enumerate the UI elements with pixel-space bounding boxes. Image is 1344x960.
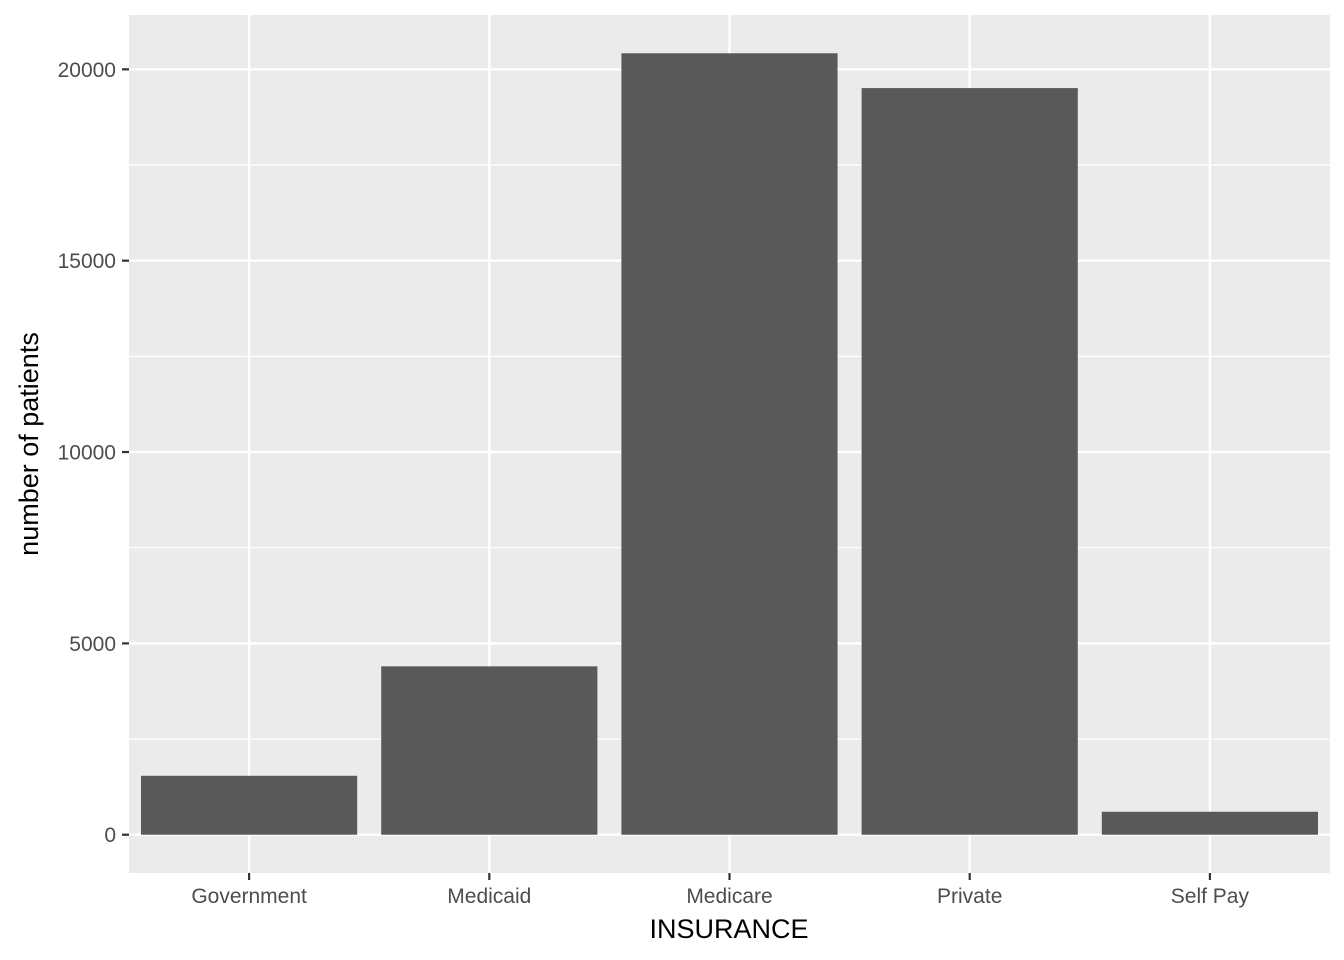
x-tick-label: Medicare: [686, 885, 772, 908]
bar-government: [141, 775, 358, 835]
axis-ticks: [122, 68, 1212, 880]
x-axis-title: INSURANCE: [649, 914, 808, 944]
y-tick-label: 10000: [58, 442, 116, 465]
x-tick-label: Medicaid: [447, 885, 531, 908]
x-tick-label: Private: [937, 885, 1002, 908]
bars: [141, 53, 1318, 835]
x-tick-label: Government: [191, 885, 307, 908]
bar-medicare: [621, 53, 838, 835]
y-tick-label: 0: [104, 824, 116, 847]
y-tick-label: 15000: [58, 250, 116, 273]
y-tick-label: 20000: [58, 59, 116, 82]
y-tick-label: 5000: [69, 633, 116, 656]
bar-self-pay: [1101, 811, 1318, 835]
x-tick-labels: Government Medicaid Medicare Private Self Pa…: [191, 885, 1249, 908]
x-tick-label: Self Pay: [1171, 885, 1250, 908]
bar-medicaid: [381, 666, 598, 835]
y-axis-title: number of patients: [14, 332, 44, 556]
y-tick-labels: 0 5000 10000 15000 20000: [58, 59, 116, 847]
bar-private: [861, 88, 1078, 835]
